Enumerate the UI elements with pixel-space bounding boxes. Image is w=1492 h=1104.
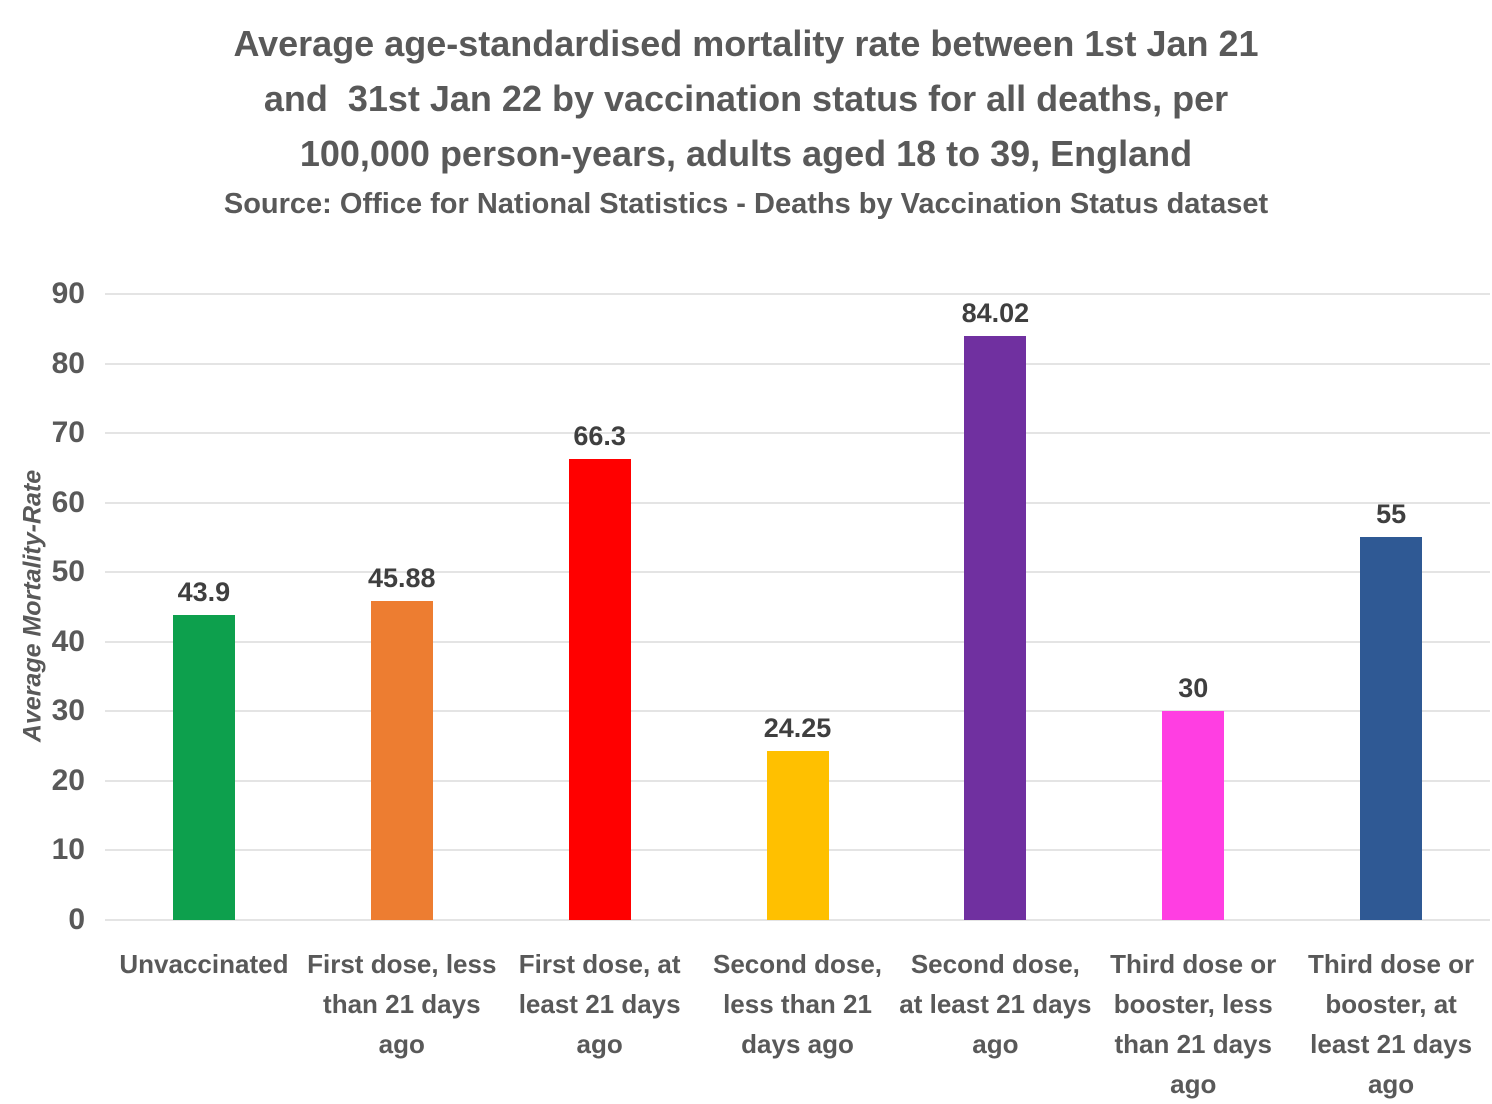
bar-group-first-dose-gte21: 66.3 (501, 294, 699, 920)
y-axis-ticks: 90 80 70 60 50 40 30 20 10 0 (0, 279, 85, 935)
x-category-label-second-dose-lt21: Second dose, less than 21 days ago (712, 949, 883, 1059)
bar-group-third-dose-gte21: 55 (1292, 294, 1490, 920)
x-category-label-second-dose-gte21: Second dose, at least 21 days ago (899, 949, 1092, 1059)
bar-group-first-dose-lt21: 45.88 (303, 294, 501, 920)
x-category-label-third-dose-gte21: Third dose or booster, at least 21 days … (1308, 949, 1475, 1099)
gridline-60 (105, 501, 1490, 504)
gridline-0 (105, 919, 1490, 921)
y-tick-70: 70 (51, 416, 85, 450)
x-category-label-third-dose-lt21: Third dose or booster, less than 21 days… (1110, 949, 1277, 1099)
y-tick-90: 90 (51, 277, 85, 310)
bar-first-dose-lt21 (370, 600, 433, 920)
gridline-90 (105, 293, 1490, 295)
y-tick-40: 40 (51, 624, 85, 658)
x-axis-labels: Unvaccinated First dose, less than 21 da… (105, 944, 1490, 1104)
bar-value-label: 43.9 (177, 576, 231, 607)
bar-second-dose-lt21 (766, 751, 829, 920)
bar-value-label: 24.25 (763, 713, 832, 744)
bar-value-label: 30 (1178, 673, 1209, 704)
bar-group-second-dose-gte21: 84.02 (896, 294, 1094, 920)
x-category-label-first-dose-gte21: First dose, at least 21 days ago (518, 949, 681, 1059)
plot-area: 43.9 45.88 66.3 24.25 84.02 30 (105, 293, 1490, 921)
gridline-50 (105, 571, 1490, 574)
chart-source-note: Source: Office for National Statistics -… (223, 188, 1269, 220)
bar-value-label: 55 (1376, 499, 1407, 530)
chart-header: Average age-standardised mortality rate … (0, 16, 1492, 225)
y-tick-20: 20 (51, 763, 85, 797)
gridline-80 (105, 362, 1490, 365)
bar-second-dose-gte21 (964, 335, 1027, 920)
y-tick-10: 10 (51, 833, 85, 867)
chart-title-line-1: Average age-standardised mortality rate … (233, 23, 1259, 64)
x-category-label-first-dose-lt21: First dose, less than 21 days ago (307, 949, 497, 1059)
bar-group-second-dose-lt21: 24.25 (699, 294, 897, 920)
y-tick-60: 60 (51, 485, 85, 519)
bar-value-label: 84.02 (961, 297, 1030, 328)
bar-value-label: 45.88 (368, 562, 436, 593)
bar-third-dose-gte21 (1360, 537, 1423, 920)
y-tick-80: 80 (51, 346, 85, 380)
x-category-label-unvaccinated: Unvaccinated (119, 949, 289, 979)
y-tick-0: 0 (68, 903, 85, 936)
y-tick-30: 30 (51, 694, 85, 728)
gridline-70 (105, 432, 1490, 435)
y-tick-50: 50 (51, 555, 85, 589)
chart-title-line-3: 100,000 person-years, adults aged 18 to … (299, 133, 1193, 174)
bar-value-label: 66.3 (573, 420, 626, 451)
bar-group-third-dose-lt21: 30 (1094, 294, 1292, 920)
bars-row: 43.9 45.88 66.3 24.25 84.02 30 (105, 294, 1490, 920)
bar-first-dose-gte21 (568, 458, 631, 920)
bar-group-unvaccinated: 43.9 (105, 294, 303, 920)
bar-third-dose-lt21 (1162, 711, 1225, 920)
bar-unvaccinated (172, 614, 235, 920)
gridline-30 (105, 710, 1490, 713)
chart-title-line-2: and 31st Jan 22 by vaccination status fo… (263, 78, 1229, 119)
gridline-40 (105, 640, 1490, 643)
